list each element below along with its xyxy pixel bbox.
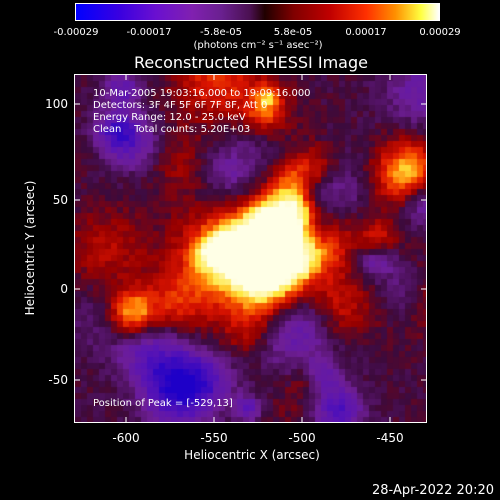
- y-tick-label: -50: [48, 373, 68, 387]
- energy-range-info: Energy Range: 12.0 - 25.0 keV: [93, 112, 246, 123]
- colorbar-tick-label: 5.8e-05: [273, 27, 313, 38]
- y-tick-label: 50: [52, 193, 68, 207]
- x-tick-label: -450: [376, 431, 404, 445]
- colorbar-tick-label: 0.00017: [345, 27, 387, 38]
- clean-counts-info: Clean Total counts: 5.20E+03: [93, 124, 251, 135]
- x-tick-label: -500: [288, 431, 316, 445]
- colorbar-tick-label: -5.8e-05: [200, 27, 242, 38]
- rhessi-image-panel: 10-Mar-2005 19:03:16.000 to 19:09:16.000…: [74, 74, 427, 423]
- x-tick-label: -550: [200, 431, 228, 445]
- y-axis-label: Heliocentric Y (arcsec): [23, 180, 37, 316]
- colorbar: [75, 3, 440, 21]
- colorbar-tick-label: -0.00017: [126, 27, 172, 38]
- emission-map: [75, 75, 426, 422]
- x-tick-label: -600: [112, 431, 140, 445]
- peak-position-label: Position of Peak = [-529,13]: [93, 398, 233, 409]
- image-title: Reconstructed RHESSI Image: [134, 53, 368, 72]
- x-axis-label: Heliocentric X (arcsec): [184, 448, 320, 462]
- colorbar-tick-label: -0.00029: [53, 27, 99, 38]
- detectors-info: Detectors: 3F 4F 5F 6F 7F 8F, Att 0: [93, 100, 268, 111]
- y-tick-label: 0: [60, 282, 68, 296]
- observation-time: 10-Mar-2005 19:03:16.000 to 19:09:16.000: [93, 88, 311, 99]
- colorbar-unit-label: (photons cm⁻² s⁻¹ asec⁻²): [193, 40, 323, 51]
- colorbar-tick-label: 0.00029: [419, 27, 461, 38]
- footer-timestamp: 28-Apr-2022 20:20: [372, 483, 494, 498]
- y-tick-label: 100: [45, 97, 68, 111]
